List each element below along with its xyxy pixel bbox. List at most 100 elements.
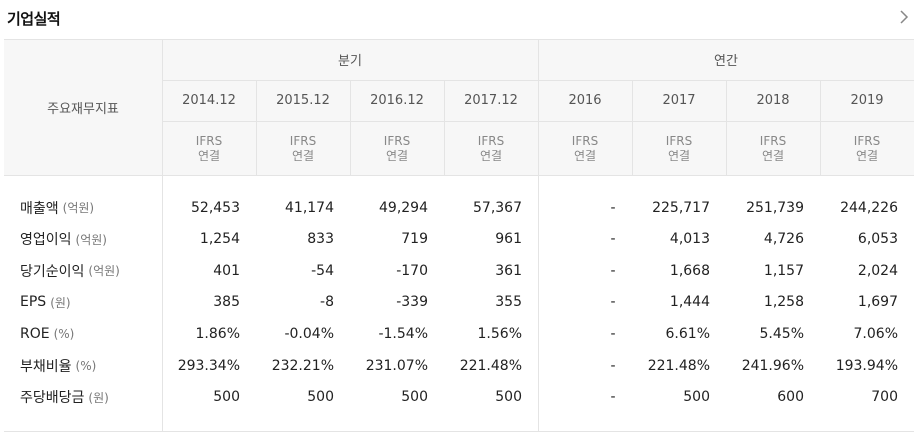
basis-label: IFRS 연결 <box>289 133 317 163</box>
table-cell: 41,174 <box>285 199 334 216</box>
table-cell: 1.86% <box>195 325 240 342</box>
table-cell: - <box>610 357 616 374</box>
table-bottom-border <box>4 431 914 432</box>
table-cell: - <box>610 389 616 406</box>
metric-unit: (억원) <box>62 201 95 215</box>
period-header: 2018 <box>756 93 790 108</box>
row-label: 당기순이익 (억원) <box>20 255 120 286</box>
basis-label: IFRS 연결 <box>195 133 223 163</box>
header-cell-divider <box>632 80 633 176</box>
basis-label: IFRS 연결 <box>759 133 787 163</box>
table-cell: 193.94% <box>835 357 898 374</box>
row-label: 매출액 (억원) <box>20 192 94 223</box>
table-cell: 401 <box>213 262 240 279</box>
table-cell: 500 <box>683 389 710 406</box>
metric-header: 주요재무지표 <box>47 102 119 117</box>
row-label: ROE (%) <box>20 318 74 349</box>
table-cell: 231.07% <box>365 357 428 374</box>
table-cell: 355 <box>495 294 522 311</box>
table-cell: 251,739 <box>746 199 804 216</box>
column-divider <box>162 39 163 432</box>
row-label: 부채비율 (%) <box>20 350 96 381</box>
table-cell: 500 <box>213 389 240 406</box>
section-title: 기업실적 <box>7 10 61 28</box>
period-header: 2015.12 <box>276 93 330 108</box>
row-label: EPS (원) <box>20 287 71 318</box>
table-cell: 221.48% <box>647 357 710 374</box>
table-cell: 52,453 <box>191 199 240 216</box>
table-header <box>4 39 914 176</box>
table-row: 부채비율 (%) 293.34% 232.21% 231.07% 221.48% - 221.… <box>4 350 914 381</box>
basis-label: IFRS 연결 <box>571 133 599 163</box>
table-cell: 719 <box>401 231 428 248</box>
table-cell: 49,294 <box>379 199 428 216</box>
table-cell: 232.21% <box>271 357 334 374</box>
metric-name: 당기순이익 <box>20 263 85 280</box>
table-cell: 293.34% <box>177 357 240 374</box>
table-cell: 700 <box>871 389 898 406</box>
table-cell: 1,258 <box>763 294 804 311</box>
group-header-annual: 연간 <box>714 54 738 69</box>
basis-label: IFRS 연결 <box>383 133 411 163</box>
metric-unit: (억원) <box>88 264 120 279</box>
table-cell: 1,668 <box>669 262 710 279</box>
metric-unit: (원) <box>88 390 109 405</box>
period-header: 2014.12 <box>182 93 236 108</box>
table-row: EPS (원) 385 -8 -339 355 - 1,444 1,258 1,697 <box>4 287 914 318</box>
table-row: 당기순이익 (억원) 401 -54 -170 361 - 1,668 1,157 2,024 <box>4 255 914 286</box>
table-cell: 6.61% <box>665 325 710 342</box>
period-header: 2016 <box>568 93 602 108</box>
table-cell: 7.06% <box>853 325 898 342</box>
table-cell: 385 <box>213 294 240 311</box>
metric-unit: (원) <box>50 295 71 310</box>
metric-name: 주당배당금 <box>20 390 85 407</box>
header-cell-divider <box>256 80 257 176</box>
table-cell: -170 <box>396 262 428 279</box>
metric-name: 매출액 <box>20 200 59 217</box>
table-cell: 833 <box>307 231 334 248</box>
header-cell-divider <box>350 80 351 176</box>
table-cell: 500 <box>401 389 428 406</box>
table-cell: -1.54% <box>378 325 428 342</box>
table-cell: 6,053 <box>857 231 898 248</box>
table-cell: 500 <box>495 389 522 406</box>
period-header: 2019 <box>850 93 884 108</box>
metric-unit: (%) <box>53 326 75 341</box>
table-cell: 361 <box>495 262 522 279</box>
group-header-quarterly: 분기 <box>338 54 362 69</box>
table-cell: 961 <box>495 231 522 248</box>
metric-unit: (%) <box>75 358 97 373</box>
table-cell: 225,717 <box>652 199 710 216</box>
table-cell: 2,024 <box>857 262 898 279</box>
table-row: 영업이익 (억원) 1,254 833 719 961 - 4,013 4,726 6,053 <box>4 224 914 255</box>
table-cell: 1,254 <box>199 231 240 248</box>
table-row: ROE (%) 1.86% -0.04% -1.54% 1.56% - 6.61% 5.45% 7… <box>4 318 914 349</box>
table-cell: 4,013 <box>669 231 710 248</box>
table-cell: 500 <box>307 389 334 406</box>
table-cell: 1.56% <box>477 325 522 342</box>
table-cell: 600 <box>777 389 804 406</box>
metric-name: 영업이익 <box>20 232 72 249</box>
metric-name: 부채비율 <box>20 358 72 375</box>
table-cell: 57,367 <box>473 199 522 216</box>
period-header: 2017 <box>662 93 696 108</box>
row-label: 영업이익 (억원) <box>20 224 107 255</box>
metric-name: ROE <box>20 325 50 342</box>
row-label: 주당배당금 (원) <box>20 382 109 413</box>
table-cell: - <box>610 262 616 279</box>
table-cell: -339 <box>396 294 428 311</box>
basis-label: IFRS 연결 <box>665 133 693 163</box>
basis-label: IFRS 연결 <box>477 133 505 163</box>
header-cell-divider <box>444 80 445 176</box>
table-row: 매출액 (억원) 52,453 41,174 49,294 57,367 - 225,717 2… <box>4 192 914 223</box>
table-cell: - <box>610 325 616 342</box>
table-cell: 1,697 <box>857 294 898 311</box>
table-cell: 1,444 <box>669 294 710 311</box>
table-cell: -0.04% <box>284 325 334 342</box>
table-cell: 244,226 <box>840 199 898 216</box>
period-header: 2016.12 <box>370 93 424 108</box>
header-cell-divider <box>820 80 821 176</box>
chevron-right-icon[interactable] <box>896 7 912 27</box>
table-cell: -54 <box>311 262 334 279</box>
table-cell: -8 <box>320 294 334 311</box>
